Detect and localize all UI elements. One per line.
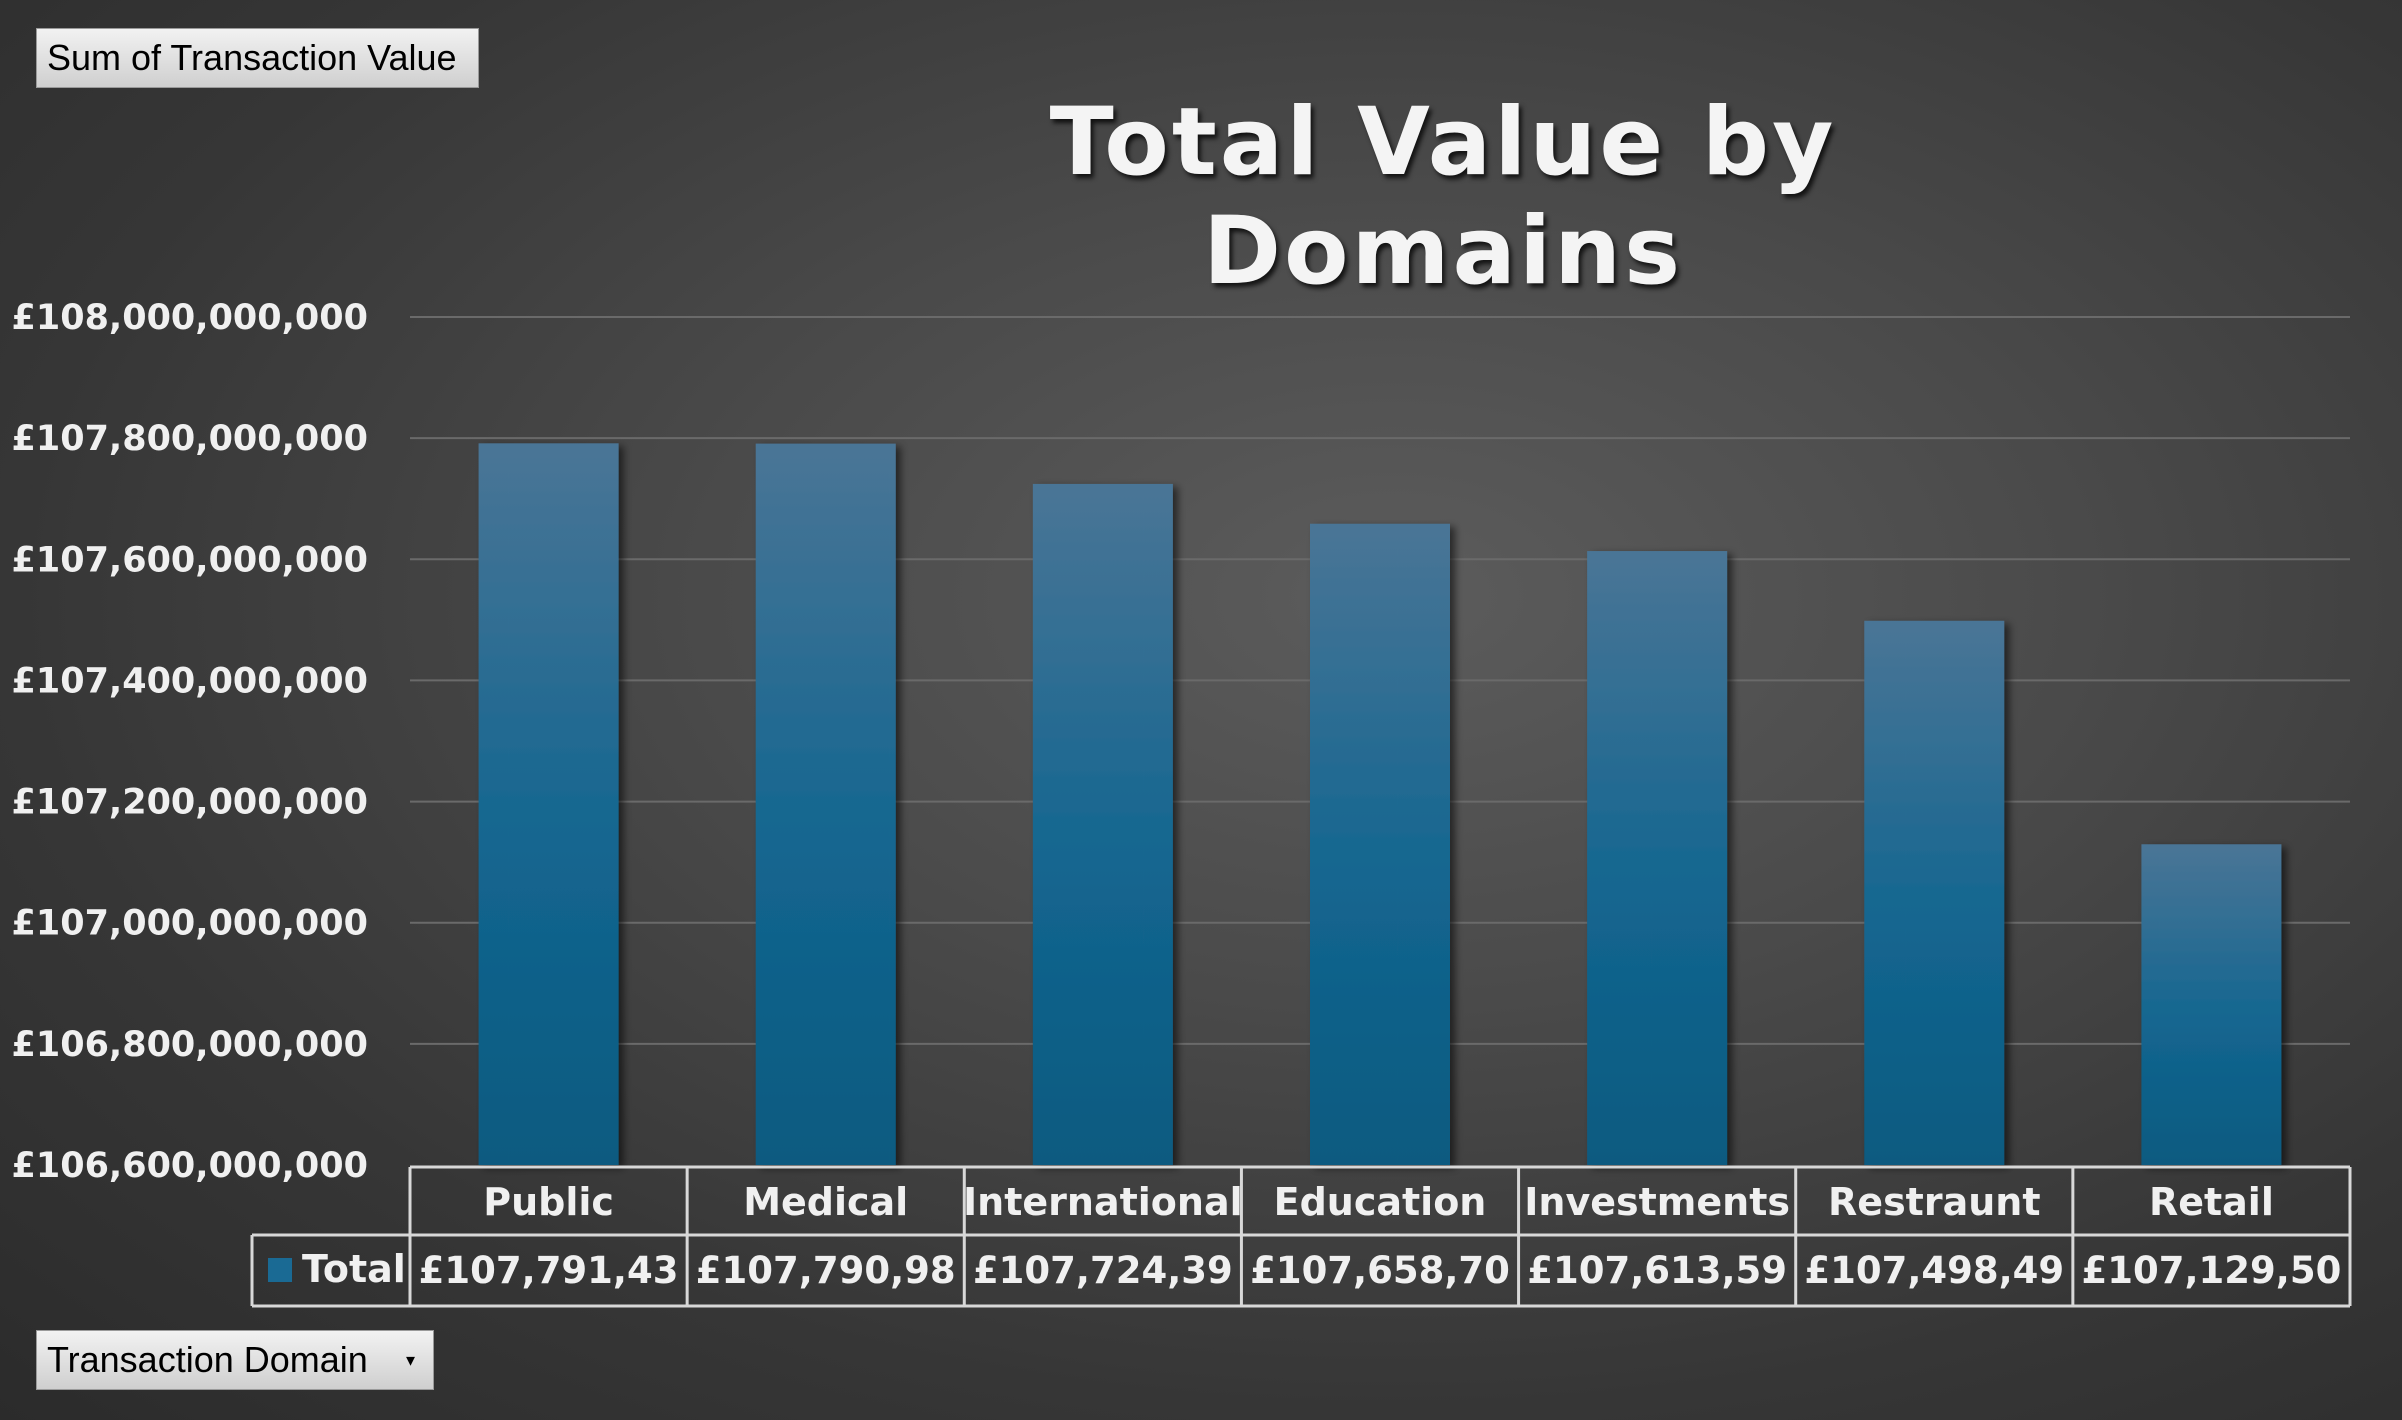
bar-international [1032,483,1173,1165]
data-label: £107,498,49 [1804,1249,2064,1292]
bar-medical [755,443,896,1165]
data-table: Public £107,791,43 Medical £107,790,98Inter… [250,1165,2352,1308]
category-label: Education [1274,1180,1487,1224]
value-field-button[interactable]: Sum of Transaction Value [36,28,479,88]
data-label: £107,791,43 [419,1249,679,1292]
y-tick-label: £107,800,000,000 [12,419,368,459]
y-tick-label: £107,000,000,000 [12,904,368,944]
y-tick-label: £107,400,000,000 [12,661,368,701]
category-label: International [963,1180,1243,1224]
data-label: £107,724,39 [973,1249,1233,1292]
category-label: Restraunt [1828,1180,2040,1224]
axis-field-button[interactable]: Transaction Domain ▾ [36,1330,434,1390]
bar-public [478,443,619,1165]
bar-restraunt [1864,620,2005,1165]
y-axis-tick-labels: £108,000,000,000 £107,800,000,000 £107,600… [12,298,368,1186]
value-field-label: Sum of Transaction Value [47,37,457,78]
data-label: £107,658,70 [1250,1249,1510,1292]
bar-retail [2141,844,2282,1165]
y-tick-label: £108,000,000,000 [12,298,368,338]
legend-series-name: Total [302,1247,406,1291]
category-label: Investments [1524,1180,1790,1224]
data-label: £107,613,59 [1527,1249,1787,1292]
category-label: Retail [2149,1180,2274,1224]
y-tick-label: £106,800,000,000 [12,1025,368,1065]
data-label: £107,790,98 [696,1249,956,1292]
chart-title: Total Value by Domains [1049,88,1837,306]
bars [478,443,2282,1165]
axis-field-label: Transaction Domain [47,1339,368,1380]
y-tick-label: £107,600,000,000 [12,540,368,580]
bar-investments [1587,551,1728,1165]
bar-education [1310,523,1450,1165]
y-tick-label: £106,600,000,000 [12,1146,368,1186]
legend-key [268,1258,292,1282]
category-label: Medical [743,1180,908,1224]
y-tick-label: £107,200,000,000 [12,783,368,823]
category-label: Public [483,1180,614,1224]
dropdown-arrow-icon[interactable]: ▾ [405,1350,415,1370]
data-label: £107,129,50 [2082,1249,2342,1292]
gridlines [410,316,2350,1045]
